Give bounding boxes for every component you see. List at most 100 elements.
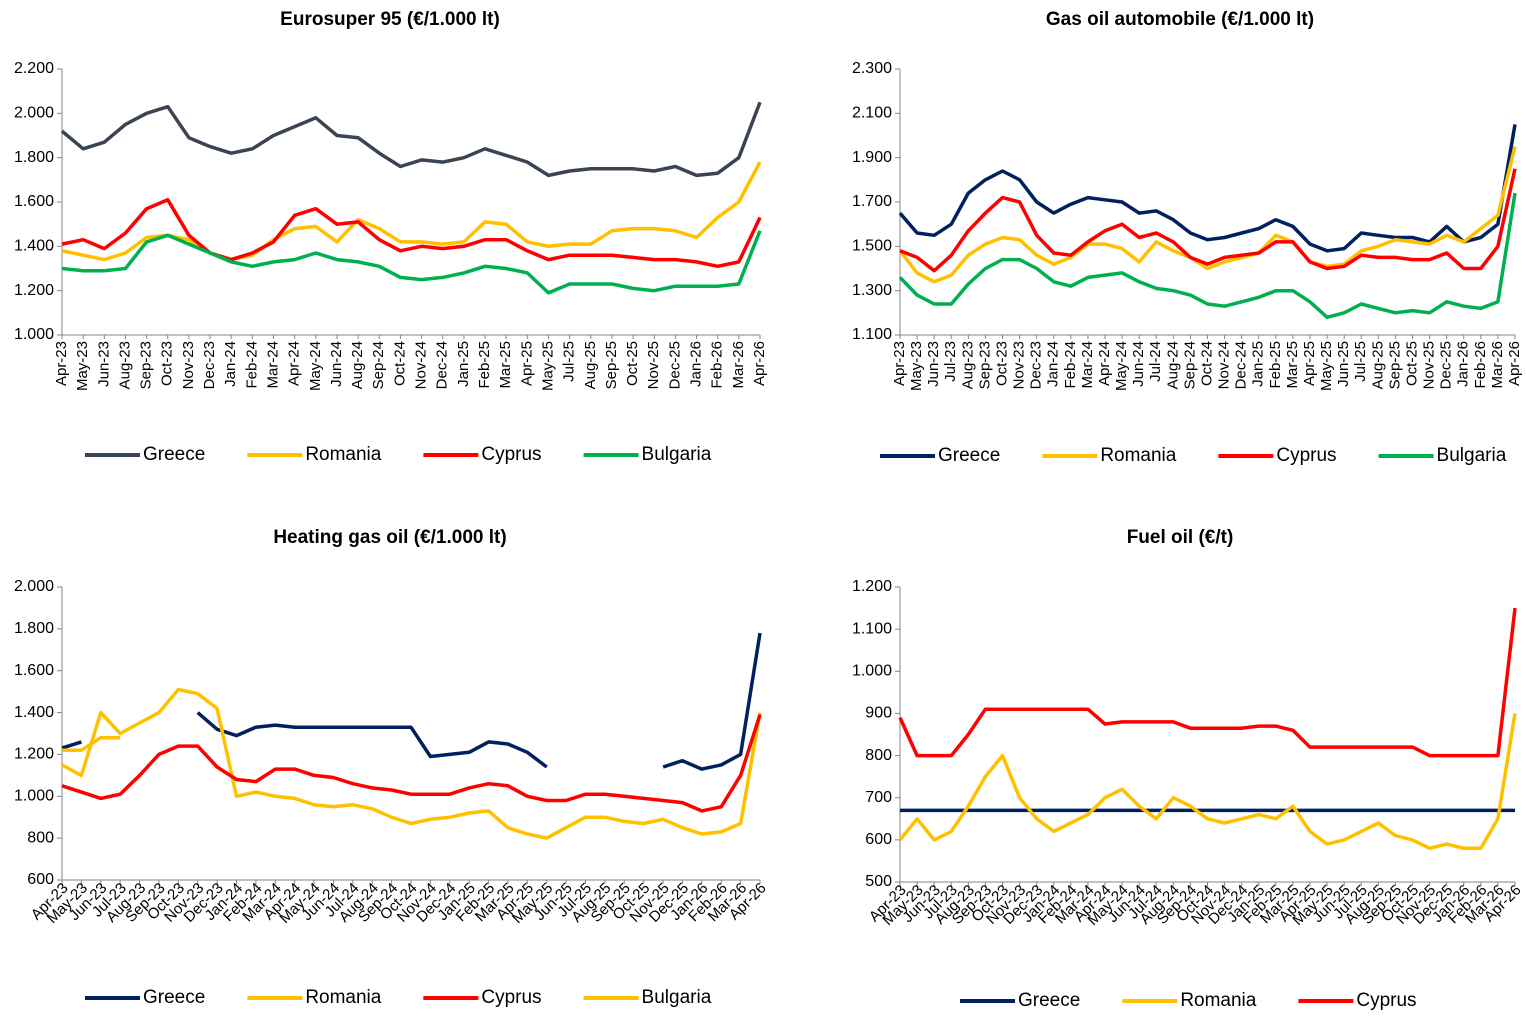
x-tick-label: Mar-25 [497, 341, 514, 389]
x-tick-label: Feb-26 [709, 341, 726, 389]
series-line [60, 101, 762, 178]
legend-label: Cyprus [481, 444, 541, 465]
x-tick-label: Nov-25 [1421, 341, 1438, 389]
series-line [61, 687, 762, 840]
x-tick-label: Jan-24 [1045, 341, 1062, 387]
x-tick-label: Sep-24 [370, 341, 387, 389]
series-line [898, 124, 1517, 253]
x-tick-label: Dec-24 [1233, 341, 1250, 389]
x-tick-label: Jan-25 [1250, 341, 1267, 387]
series-line [899, 168, 1517, 273]
x-tick-label: Jun-24 [328, 341, 345, 387]
legend-label: Greece [143, 444, 205, 465]
x-tick-label: May-24 [1113, 341, 1130, 391]
y-tick-label: 1.400 [14, 704, 54, 721]
chart-panel: Fuel oil (€/t) 500 600 700 800 900 1.000 1.100 1… [852, 527, 1525, 1011]
x-tick-label: Jun-23 [925, 341, 942, 387]
x-tick-label: Jan-24 [222, 341, 239, 387]
x-tick-label: Apr-24 [1096, 341, 1113, 386]
chart-title: Fuel oil (€/t) [1127, 527, 1234, 548]
x-tick-label: Dec-24 [434, 341, 451, 389]
x-tick-label: May-23 [74, 341, 91, 391]
x-tick-label: Feb-24 [1062, 341, 1079, 389]
legend-label: Cyprus [1356, 990, 1416, 1011]
x-tick-label: Oct-25 [624, 341, 641, 386]
y-tick-label: 1.800 [14, 620, 54, 637]
series-line [898, 192, 1517, 320]
chart-title: Eurosuper 95 (€/1.000 lt) [280, 9, 500, 30]
legend-label: Romania [1180, 990, 1256, 1011]
y-tick-label: 1.400 [14, 238, 54, 255]
x-tick-label: Aug-25 [582, 341, 599, 389]
x-tick-label: Jun-23 [95, 341, 112, 387]
x-tick-label: Dec-25 [1438, 341, 1455, 389]
x-tick-label: Jun-24 [1130, 341, 1147, 387]
x-tick-label: Apr-26 [751, 341, 768, 386]
y-tick-label: 1.000 [852, 663, 892, 680]
x-tick-label: Mar-26 [1489, 341, 1506, 389]
series-line [61, 230, 762, 295]
legend-label: Romania [305, 444, 381, 465]
x-tick-label: Dec-25 [666, 341, 683, 389]
x-tick-label: Oct-23 [159, 341, 176, 386]
chart-title: Heating gas oil (€/1.000 lt) [273, 527, 506, 548]
chart-panel: Eurosuper 95 (€/1.000 lt) 1.000 1.200 1.400… [14, 9, 768, 465]
x-tick-label: May-25 [1318, 341, 1335, 391]
x-tick-label: Mar-24 [1079, 341, 1096, 389]
x-tick-label: Jul-24 [1147, 341, 1164, 382]
x-tick-label: Dec-23 [201, 341, 218, 389]
x-tick-label: Jan-25 [455, 341, 472, 387]
x-tick-label: Jul-25 [561, 341, 578, 382]
x-tick-label: May-24 [307, 341, 324, 391]
y-tick-label: 1.500 [852, 238, 892, 255]
series-line [61, 198, 762, 269]
series-line [898, 607, 1517, 758]
x-tick-label: Nov-24 [1216, 341, 1233, 389]
y-tick-label: 1.600 [14, 193, 54, 210]
legend-label: Bulgaria [642, 987, 712, 1008]
legend-label: Bulgaria [642, 444, 712, 465]
y-tick-label: 2.000 [14, 105, 54, 122]
y-tick-label: 1.100 [852, 326, 892, 343]
y-tick-label: 900 [865, 705, 892, 722]
chart-title: Gas oil automobile (€/1.000 lt) [1046, 9, 1314, 30]
x-tick-label: Jan-26 [688, 341, 705, 387]
x-tick-label: Mar-24 [264, 341, 281, 389]
x-tick-label: Aug-24 [349, 341, 366, 389]
series-line [61, 714, 762, 813]
y-tick-label: 600 [27, 871, 54, 888]
x-tick-label: Jul-25 [1352, 341, 1369, 382]
legend-label: Greece [1018, 990, 1080, 1011]
x-tick-label: Feb-26 [1472, 341, 1489, 389]
y-tick-label: 1.900 [852, 149, 892, 166]
y-tick-label: 1.200 [14, 282, 54, 299]
x-tick-label: Jan-26 [1455, 341, 1472, 387]
y-tick-label: 1.700 [852, 193, 892, 210]
y-tick-label: 1.800 [14, 149, 54, 166]
y-tick-label: 1.200 [14, 746, 54, 763]
x-tick-label: Apr-25 [518, 341, 535, 386]
y-tick-label: 2.300 [852, 60, 892, 77]
x-tick-label: Jun-25 [1335, 341, 1352, 387]
legend-label: Greece [938, 445, 1000, 466]
x-tick-label: Feb-24 [243, 341, 260, 389]
y-tick-label: 2.000 [14, 578, 54, 595]
chart-panel: Heating gas oil (€/1.000 lt) 600 800 1.000 1… [14, 527, 770, 1008]
x-tick-label: Dec-23 [1028, 341, 1045, 389]
series-line [62, 735, 121, 752]
x-tick-label: Feb-25 [476, 341, 493, 389]
series-line [61, 632, 762, 771]
x-tick-label: Aug-23 [116, 341, 133, 389]
x-tick-label: Sep-23 [138, 341, 155, 389]
x-tick-label: Oct-24 [391, 341, 408, 386]
x-tick-label: Apr-23 [53, 341, 70, 386]
y-tick-label: 800 [865, 747, 892, 764]
x-tick-label: May-23 [908, 341, 925, 391]
x-tick-label: Mar-26 [730, 341, 747, 389]
x-tick-label: Aug-25 [1369, 341, 1386, 389]
x-tick-label: Feb-25 [1267, 341, 1284, 389]
y-tick-label: 800 [27, 829, 54, 846]
x-tick-label: Sep-23 [976, 341, 993, 389]
